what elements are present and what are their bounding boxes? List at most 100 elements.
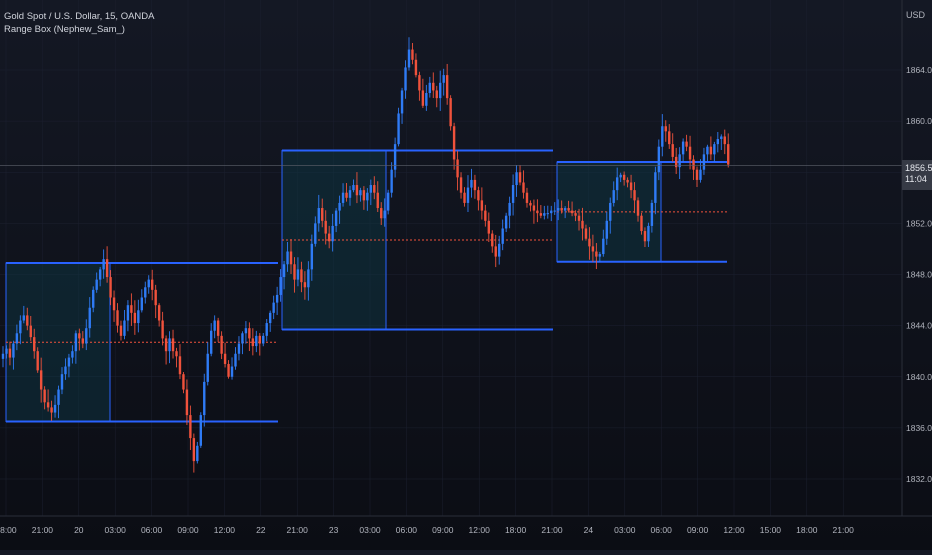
- price-axis[interactable]: 1864.0001860.0001856.0001852.0001848.000…: [906, 65, 932, 484]
- time-tick-label: 06:00: [141, 525, 163, 535]
- candle-body: [577, 215, 581, 221]
- candle-body: [369, 185, 373, 193]
- candle-body: [19, 320, 22, 334]
- grid-lines: [0, 0, 902, 516]
- candle-body: [563, 208, 567, 211]
- time-tick-label: 09:00: [687, 525, 709, 535]
- candle-body: [331, 225, 334, 242]
- time-tick-label: 21:00: [287, 525, 309, 535]
- candle-body: [33, 337, 36, 352]
- candle-body: [216, 320, 220, 336]
- candle-body: [466, 187, 470, 203]
- candle-body: [515, 172, 518, 186]
- candle-body: [272, 302, 275, 313]
- candle-body: [386, 192, 390, 211]
- time-tick-label: 23: [329, 525, 339, 535]
- candle-body: [380, 208, 383, 219]
- candle-body: [355, 185, 359, 196]
- currency-label[interactable]: USD: [906, 10, 926, 20]
- time-tick-label: 03:00: [614, 525, 636, 535]
- candle-body: [144, 287, 147, 298]
- candle-body: [605, 220, 608, 239]
- candle-body: [71, 351, 74, 358]
- candle-body: [29, 325, 32, 338]
- candle-body: [321, 208, 324, 221]
- candle-body: [706, 146, 709, 155]
- candle-body: [539, 213, 543, 216]
- candle-body: [130, 305, 133, 313]
- candle-body: [147, 279, 150, 288]
- candle-body: [22, 315, 26, 321]
- time-tick-label: 21:00: [541, 525, 563, 535]
- candle-body: [661, 126, 664, 147]
- candle-body: [432, 82, 435, 91]
- candle-body: [418, 75, 421, 91]
- candle-body: [657, 146, 661, 173]
- price-tick-label: 1860.000: [906, 116, 932, 126]
- candle-body: [629, 182, 633, 191]
- candle-body: [407, 49, 411, 68]
- time-tick-label: 22: [256, 525, 266, 535]
- candle-body: [123, 320, 126, 336]
- candle-body: [154, 289, 157, 306]
- candle-body: [522, 182, 525, 193]
- indicator-title[interactable]: Range Box (Nephew_Sam_): [4, 24, 125, 35]
- candle-body: [518, 172, 522, 183]
- candle-body: [39, 370, 43, 390]
- candle-body: [81, 338, 85, 344]
- candle-body: [88, 307, 91, 329]
- axes: [0, 0, 932, 517]
- price-tick-label: 1864.000: [906, 65, 932, 75]
- candle-body: [692, 159, 695, 170]
- candle-body: [393, 144, 397, 170]
- candle-body: [685, 141, 688, 147]
- candle-body: [133, 312, 137, 324]
- candle-body: [36, 351, 39, 371]
- candle-body: [5, 348, 8, 354]
- candle-body: [716, 139, 720, 145]
- candle-body: [480, 200, 484, 211]
- last-price-badge: 1856.540 11:04: [902, 160, 932, 190]
- candle-body: [196, 445, 199, 462]
- candle-body: [588, 238, 591, 247]
- candle-body: [137, 310, 140, 324]
- candles: [1, 37, 730, 473]
- candle-body: [574, 213, 577, 216]
- candle-body: [532, 205, 536, 211]
- candle-body: [508, 202, 511, 216]
- time-tick-label: 21:00: [833, 525, 855, 535]
- candle-body: [494, 246, 497, 257]
- time-axis[interactable]: 18:00 21:00 20 03:00 06:00 09:00 12:00 22 21:00 2…: [0, 525, 854, 535]
- candle-body: [442, 75, 445, 83]
- candle-body: [636, 200, 640, 216]
- candle-body: [317, 208, 320, 224]
- candle-body: [189, 415, 192, 439]
- candle-body: [536, 210, 539, 214]
- candle-body: [602, 238, 605, 255]
- candle-body: [74, 333, 78, 352]
- candle-body: [203, 381, 206, 416]
- candle-body: [404, 67, 407, 91]
- candle-body: [220, 335, 223, 354]
- candle-body: [543, 213, 546, 216]
- candle-body: [709, 146, 713, 155]
- time-tick-label: 12:00: [469, 525, 491, 535]
- candle-body: [310, 243, 314, 270]
- candle-body: [105, 259, 109, 278]
- candle-body: [234, 353, 237, 367]
- symbol-title[interactable]: Gold Spot / U.S. Dollar, 15, OANDA: [4, 11, 155, 22]
- candle-body: [373, 185, 376, 193]
- candle-body: [584, 228, 588, 239]
- candle-body: [289, 251, 293, 265]
- candle-body: [258, 335, 261, 344]
- candle-body: [654, 172, 657, 203]
- last-price-value: 1856.540: [905, 163, 932, 173]
- candle-body: [192, 438, 196, 462]
- candle-body: [57, 389, 60, 405]
- candle-body: [1, 353, 5, 359]
- candle-body: [640, 215, 643, 232]
- candle-body: [255, 335, 258, 347]
- candle-body: [359, 190, 362, 196]
